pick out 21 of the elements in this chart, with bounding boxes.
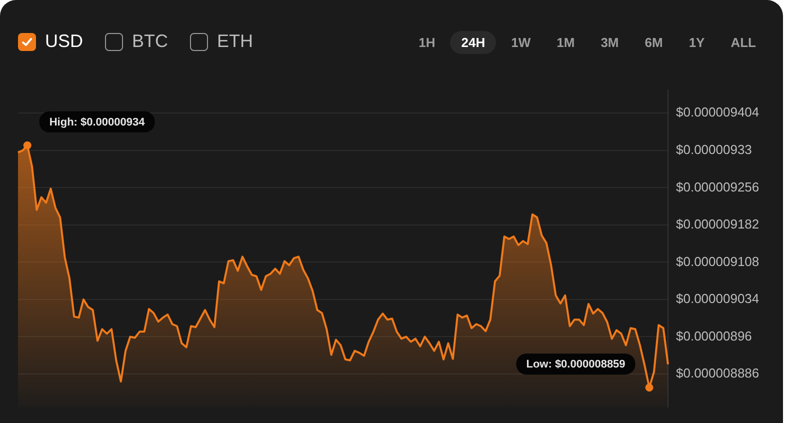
text: 1Y [688, 34, 706, 52]
text: 3M [600, 34, 620, 52]
y-tick-label: $0.000009034 [676, 291, 760, 306]
y-tick-label: $0.000009108 [676, 254, 760, 269]
text: ALL [730, 34, 757, 52]
text: USD [45, 31, 84, 52]
y-tick-label: $0.000009404 [676, 104, 760, 120]
text: 24H [450, 31, 496, 54]
text: 1M [556, 34, 576, 52]
text: ETH [217, 31, 254, 52]
annotation: High: $0.00000934 [49, 116, 146, 128]
y-tick-label: $0.000009256 [676, 179, 760, 194]
y-tick-label: $0.000009182 [676, 216, 760, 232]
y-tick-label: $0.00000933 [676, 142, 752, 157]
text: 6M [644, 34, 664, 52]
text: 1H [418, 34, 436, 52]
text: 1W [510, 34, 532, 52]
y-tick-label: $0.00000896 [676, 328, 752, 344]
y-tick-label: $0.000008886 [676, 366, 760, 381]
annotation: Low: $0.000008859 [526, 358, 626, 371]
text: BTC [132, 31, 168, 52]
